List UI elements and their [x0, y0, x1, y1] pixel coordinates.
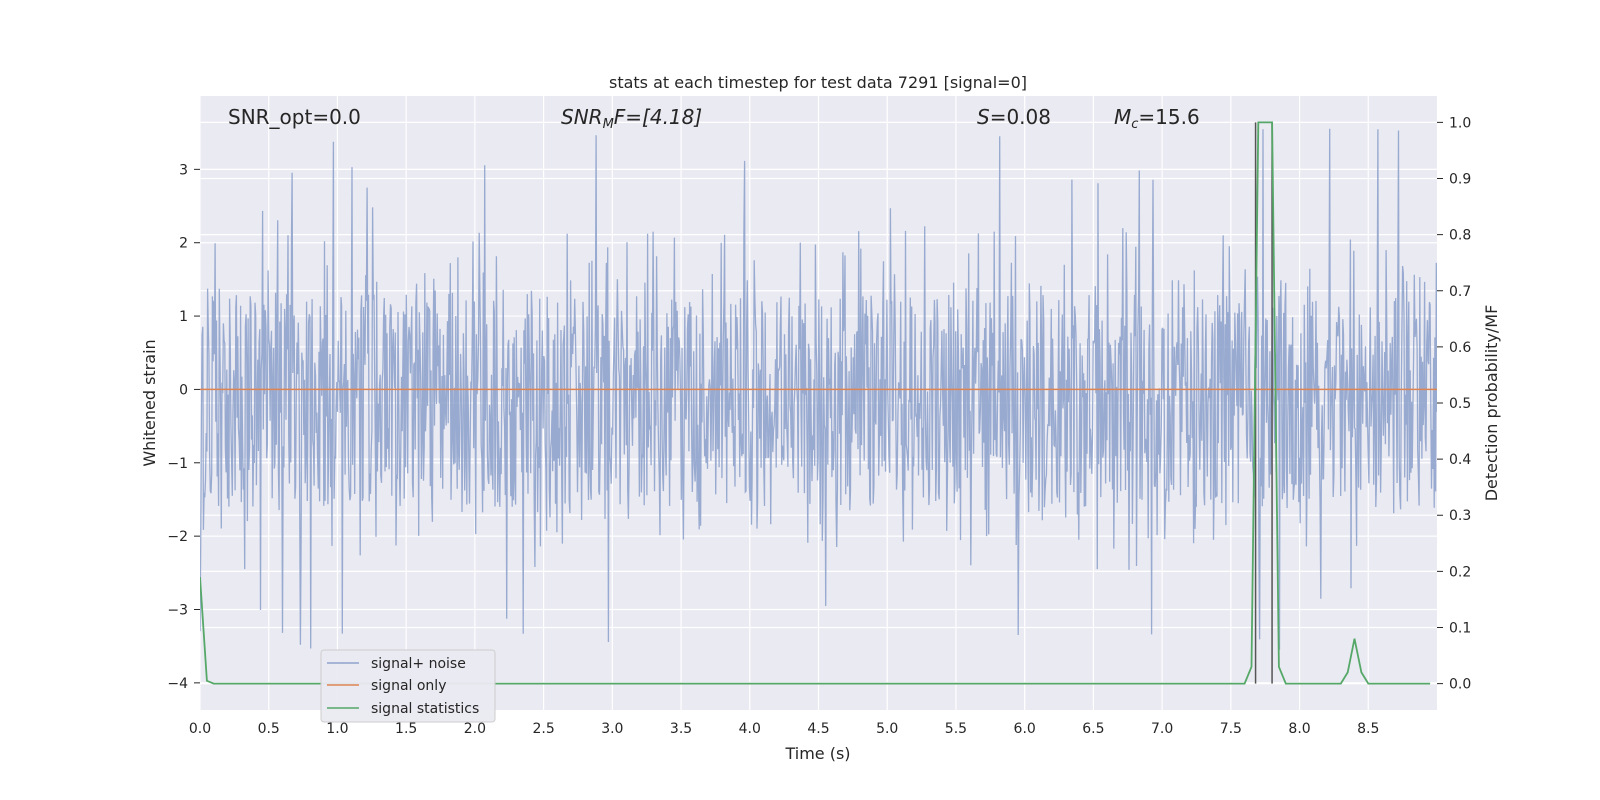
y2-tick-label: 0.9: [1449, 172, 1471, 188]
y2-tick-label: 1.0: [1449, 115, 1471, 131]
y-tick-label: −3: [167, 603, 188, 619]
x-tick-label: 0.0: [189, 721, 211, 737]
x-tick-label: 2.0: [464, 721, 486, 737]
x-tick-label: 3.5: [670, 721, 692, 737]
x-tick-label: 4.5: [807, 721, 829, 737]
noise-line: [200, 128, 1437, 650]
y-tick-label: −1: [167, 456, 188, 472]
y2-tick-label: 0.8: [1449, 228, 1471, 244]
x-tick-label: 8.5: [1357, 721, 1379, 737]
y2-tick-label: 0.0: [1449, 677, 1471, 693]
x-tick-label: 1.5: [395, 721, 417, 737]
x-tick-label: 6.5: [1082, 721, 1104, 737]
y-tick-label: −2: [167, 529, 188, 545]
annotation-snr-mf: SNRMF=[4.18]: [561, 105, 702, 132]
annotation-mc: Mc=15.6: [1114, 105, 1200, 132]
x-tick-label: 6.0: [1014, 721, 1036, 737]
annotation-s: S=0.08: [977, 105, 1051, 129]
x-tick-label: 4.0: [739, 721, 761, 737]
y2-tick-label: 0.5: [1449, 396, 1471, 412]
x-tick-label: 0.5: [258, 721, 280, 737]
y-tick-label: −4: [167, 676, 188, 692]
legend-label-signal: signal only: [371, 678, 446, 694]
x-tick-label: 5.5: [945, 721, 967, 737]
y2-tick-label: 0.3: [1449, 508, 1471, 524]
annotation-snr-opt: SNR_opt=0.0: [228, 105, 361, 129]
x-axis-label: Time (s): [784, 744, 850, 763]
y-tick-label: 0: [179, 382, 188, 398]
x-tick-label: 7.5: [1220, 721, 1242, 737]
y2-axis-label: Detection probability/MF: [1482, 305, 1501, 502]
legend-label-stats: signal statistics: [371, 701, 479, 717]
x-tick-label: 1.0: [326, 721, 348, 737]
y2-tick-label: 0.7: [1449, 284, 1471, 300]
y2-tick-label: 0.2: [1449, 564, 1471, 580]
legend-label-noise: signal+ noise: [371, 656, 466, 672]
x-tick-label: 5.0: [876, 721, 898, 737]
y2-tick-label: 0.6: [1449, 340, 1471, 356]
y-tick-label: 2: [179, 236, 188, 252]
chart-title: stats at each timestep for test data 729…: [609, 73, 1027, 92]
x-tick-label: 3.0: [601, 721, 623, 737]
y2-tick-labels: 1.0 0.9 0.8 0.7 0.6 0.5 0.4 0.3 0.2 0.1 0.0: [1437, 115, 1471, 693]
y2-tick-label: 0.1: [1449, 620, 1471, 636]
x-tick-labels: 0.0 0.5 1.0 1.5 2.0 2.5 3.0 3.5 4.0 4.5 5.0 5.5 6.0 6…: [189, 721, 1380, 737]
x-tick-label: 7.0: [1151, 721, 1173, 737]
y-axis-label: Whitened strain: [140, 339, 159, 466]
series-signal-statistics: [200, 121, 1431, 685]
y2-tick-label: 0.4: [1449, 452, 1471, 468]
y-tick-label: 1: [179, 309, 188, 325]
series-signal-noise: [200, 128, 1437, 650]
y-tick-labels: 3 2 1 0 −1 −2 −3 −4: [167, 162, 200, 692]
y-tick-label: 3: [179, 162, 188, 178]
legend: signal+ noise signal only signal statist…: [320, 649, 496, 723]
x-tick-label: 8.0: [1288, 721, 1310, 737]
legend-box: [320, 649, 496, 723]
x-tick-label: 2.5: [532, 721, 554, 737]
